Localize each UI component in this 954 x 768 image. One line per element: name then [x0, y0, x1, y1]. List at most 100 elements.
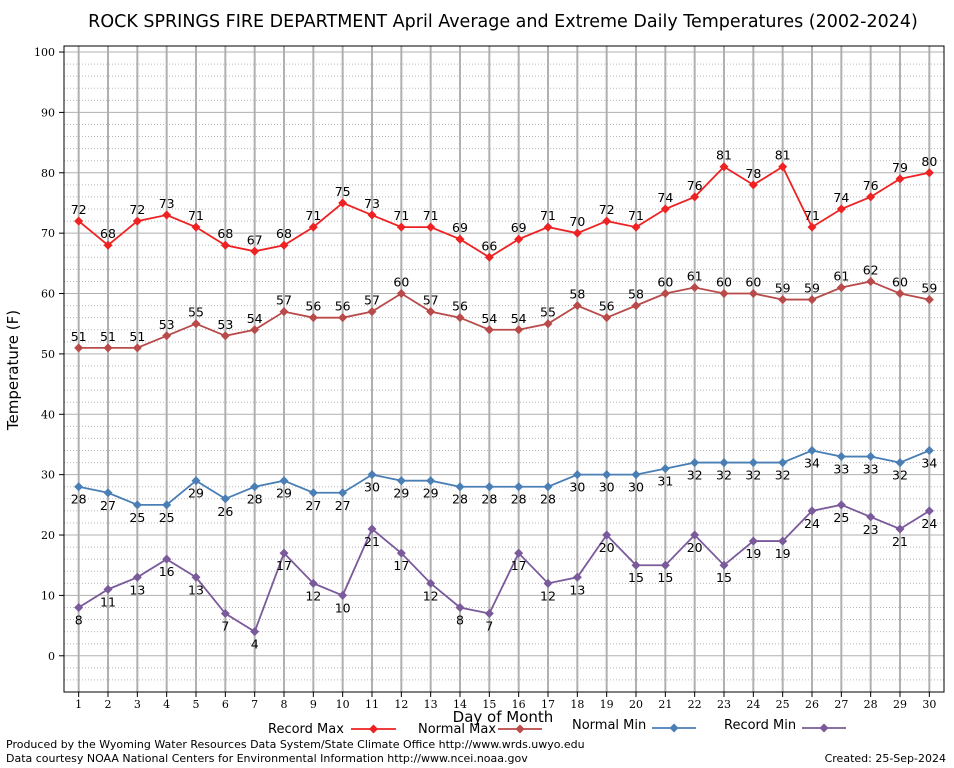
x-tick-label: 24 — [746, 698, 760, 711]
data-label: 71 — [423, 208, 439, 223]
data-label: 20 — [599, 540, 615, 555]
data-label: 15 — [657, 570, 673, 585]
legend-label: Normal Max — [418, 722, 496, 737]
data-label: 71 — [188, 208, 204, 223]
data-point — [572, 470, 582, 480]
data-point — [455, 602, 465, 612]
data-label: 12 — [423, 588, 439, 603]
data-label: 55 — [540, 305, 556, 320]
legend-marker — [669, 723, 679, 733]
series-line — [78, 280, 930, 349]
x-tick-label: 25 — [776, 698, 790, 711]
data-label: 72 — [71, 202, 87, 217]
data-label: 78 — [745, 166, 761, 181]
data-point — [132, 500, 142, 510]
data-point — [484, 482, 494, 492]
y-tick-label: 100 — [34, 46, 55, 59]
data-label: 17 — [511, 558, 527, 573]
data-point — [250, 482, 260, 492]
legend-marker — [819, 723, 829, 733]
grid-lines — [64, 46, 944, 692]
data-point — [895, 524, 905, 534]
data-label: 8 — [456, 612, 464, 627]
data-label: 28 — [247, 492, 263, 507]
x-axis-label: Day of Month — [453, 708, 554, 726]
data-point — [308, 488, 318, 498]
data-point — [514, 482, 524, 492]
data-label: 30 — [599, 480, 615, 495]
data-point — [572, 228, 582, 238]
data-label: 15 — [628, 570, 644, 585]
data-point — [191, 222, 201, 232]
data-label: 71 — [540, 208, 556, 223]
x-tick-label: 9 — [310, 698, 317, 711]
data-point — [484, 609, 494, 619]
data-label: 34 — [804, 456, 820, 471]
data-point — [162, 500, 172, 510]
data-point — [396, 289, 406, 299]
data-label: 27 — [100, 498, 116, 513]
data-label: 16 — [159, 564, 175, 579]
data-point — [191, 572, 201, 582]
x-tick-label: 30 — [922, 698, 936, 711]
data-label: 71 — [804, 208, 820, 223]
legend-label: Record Min — [724, 718, 796, 733]
data-point — [690, 192, 700, 202]
data-point — [543, 482, 553, 492]
data-label: 30 — [364, 480, 380, 495]
data-point — [279, 548, 289, 558]
data-point — [132, 343, 142, 353]
data-label: 54 — [247, 311, 263, 326]
data-label: 15 — [716, 570, 732, 585]
data-point — [367, 470, 377, 480]
data-label: 32 — [745, 468, 761, 483]
data-point — [836, 452, 846, 462]
data-point — [220, 331, 230, 341]
x-tick-label: 11 — [365, 698, 379, 711]
data-point — [778, 162, 788, 172]
x-tick-label: 18 — [570, 698, 584, 711]
x-tick-label: 26 — [805, 698, 819, 711]
data-point — [631, 301, 641, 311]
data-label: 33 — [863, 462, 879, 477]
x-tick-label: 12 — [394, 698, 408, 711]
data-label: 69 — [511, 220, 527, 235]
data-label: 26 — [217, 504, 233, 519]
x-tick-label: 17 — [541, 698, 555, 711]
data-label: 81 — [775, 148, 791, 163]
data-point — [543, 578, 553, 588]
chart-title: ROCK SPRINGS FIRE DEPARTMENT April Avera… — [88, 12, 918, 32]
y-tick-label: 80 — [41, 167, 55, 180]
data-label: 12 — [540, 588, 556, 603]
data-label: 70 — [569, 214, 585, 229]
data-point — [866, 276, 876, 286]
y-tick-label: 40 — [41, 408, 55, 421]
data-point — [866, 192, 876, 202]
data-point — [807, 506, 817, 516]
data-label: 23 — [863, 522, 879, 537]
data-point — [250, 325, 260, 335]
legend-label: Normal Min — [572, 718, 646, 733]
data-point — [308, 222, 318, 232]
x-tick-label: 16 — [512, 698, 526, 711]
data-label: 56 — [305, 299, 321, 314]
data-label: 55 — [188, 305, 204, 320]
series-record-min: 8 11 13 16 13 7 4 17 12 10 21 17 12 8 7 17 12 13 20 15 15 20 1… — [74, 500, 937, 652]
x-tick-label: 5 — [193, 698, 200, 711]
y-tick-label: 60 — [41, 288, 55, 301]
data-point — [924, 295, 934, 305]
data-point — [690, 282, 700, 292]
data-label: 66 — [481, 238, 497, 253]
data-point — [690, 458, 700, 468]
data-point — [748, 536, 758, 546]
data-point — [660, 289, 670, 299]
data-point — [895, 458, 905, 468]
data-label: 76 — [863, 178, 879, 193]
footer-created-date: Created: 25-Sep-2024 — [825, 752, 946, 765]
data-point — [484, 325, 494, 335]
data-point — [279, 240, 289, 250]
data-point — [396, 548, 406, 558]
data-label: 29 — [393, 486, 409, 501]
data-label: 32 — [775, 468, 791, 483]
data-point — [455, 313, 465, 323]
